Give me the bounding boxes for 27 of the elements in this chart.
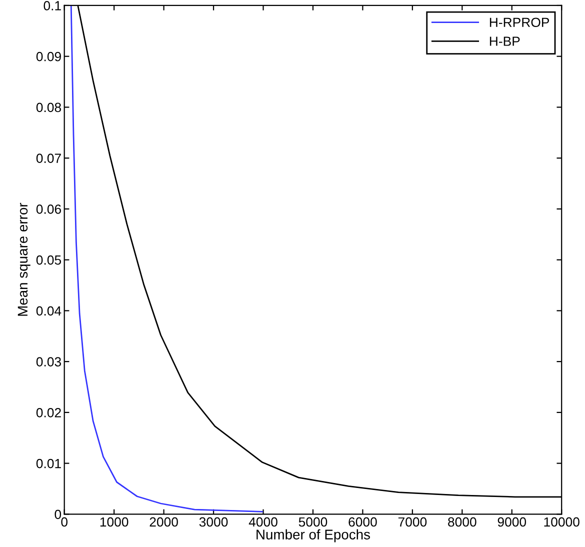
line-series	[70, 5, 263, 512]
x-tick-label: 8000	[448, 517, 476, 527]
x-tick-label: 5000	[298, 517, 328, 527]
y-tick-label: 0.03	[36, 357, 61, 366]
x-axis-title: Number of Epochs	[256, 529, 370, 542]
y-tick-label: 0.05	[36, 255, 62, 265]
y-tick-label: 0.06	[36, 204, 61, 214]
x-tick-label: 3000	[199, 517, 228, 527]
y-tick-label: 0.01	[36, 458, 61, 468]
y-axis-title: Mean square error	[18, 202, 30, 316]
legend-label: H-BP	[490, 36, 520, 46]
x-tick-label: 9000	[498, 517, 526, 527]
y-tick-label: 0.1	[44, 1, 61, 10]
x-tick-label: 2000	[150, 517, 178, 527]
y-tick-label: 0.08	[36, 102, 61, 112]
x-tick-label: 1000	[100, 517, 128, 527]
y-tick-label: 0.04	[36, 306, 62, 316]
y-tick-label: 0	[54, 510, 62, 520]
y-tick-label: 0.07	[36, 154, 61, 163]
y-tick-label: 0.02	[36, 408, 61, 418]
x-tick-label: 0	[61, 517, 68, 527]
x-tick-label: 10000	[544, 517, 580, 527]
y-tick-label: 0.09	[36, 52, 61, 62]
x-tick-label: 7000	[398, 517, 427, 527]
x-tick-label: 4000	[248, 517, 278, 527]
x-tick-label: 6000	[348, 517, 377, 527]
legend-label: H-RPROP	[490, 18, 550, 28]
